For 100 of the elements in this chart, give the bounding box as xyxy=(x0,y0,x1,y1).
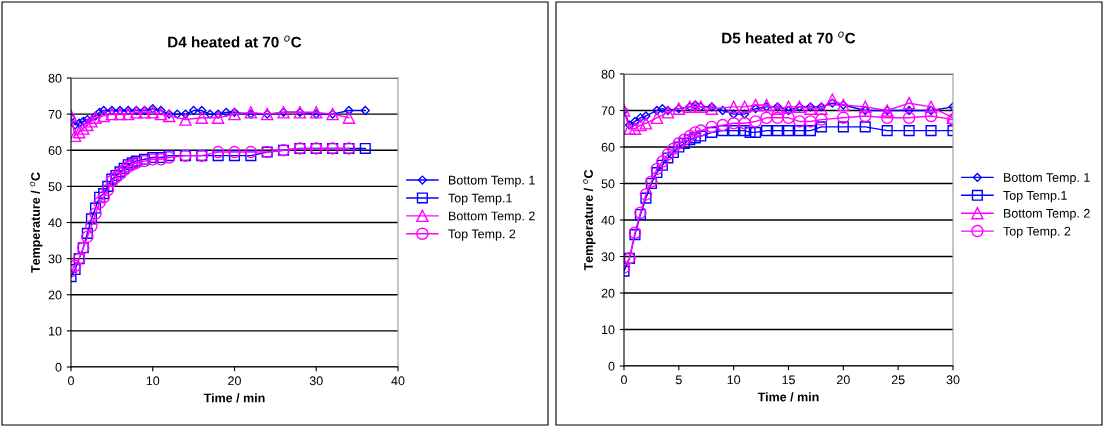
point xyxy=(827,98,837,108)
y-tick-label: 10 xyxy=(49,326,62,336)
point xyxy=(211,111,225,124)
y-tick-label: 50 xyxy=(48,182,62,192)
point xyxy=(739,125,751,137)
point xyxy=(93,196,106,209)
point xyxy=(826,93,839,106)
y-axis-title: Temperature / $^{o}$C xyxy=(583,169,596,271)
point xyxy=(189,105,199,116)
point xyxy=(750,126,762,138)
point xyxy=(657,104,668,114)
point xyxy=(205,109,215,119)
point xyxy=(650,162,664,176)
point xyxy=(154,107,168,121)
legend-label: Bottom Temp. 2 xyxy=(1004,208,1090,221)
x-tick-label: 5 xyxy=(675,375,682,385)
point xyxy=(859,121,871,133)
point xyxy=(690,100,700,110)
point xyxy=(72,125,86,139)
point xyxy=(360,105,370,116)
x-axis-title: Time / min xyxy=(757,392,819,402)
y-tick-label: 20 xyxy=(48,290,62,300)
y-tick-label: 10 xyxy=(602,325,615,335)
y-tick-label: 30 xyxy=(48,254,62,264)
point xyxy=(94,107,105,117)
x-tick-label: 10 xyxy=(146,376,160,386)
point xyxy=(728,125,740,137)
legend-label: Bottom Temp. 1 xyxy=(1004,173,1090,185)
point xyxy=(750,104,761,114)
point xyxy=(172,109,182,119)
point xyxy=(706,126,718,138)
point xyxy=(738,100,751,114)
point xyxy=(85,115,98,128)
point xyxy=(672,137,686,150)
point xyxy=(77,122,90,135)
point xyxy=(926,105,936,116)
point xyxy=(98,188,110,200)
y-tick-label: 40 xyxy=(48,218,62,228)
point xyxy=(673,141,685,153)
point xyxy=(85,213,97,225)
point xyxy=(244,145,258,159)
y-tick-label: 80 xyxy=(48,73,62,83)
point xyxy=(245,150,257,162)
point xyxy=(924,109,938,123)
chart-title: D5 heated at 70 $^{o}$C xyxy=(722,31,856,44)
point xyxy=(880,111,894,125)
point xyxy=(634,118,647,132)
point xyxy=(102,180,114,192)
point xyxy=(156,105,166,116)
point xyxy=(113,107,127,121)
point xyxy=(630,116,640,127)
x-tick-label: 30 xyxy=(946,375,960,385)
point xyxy=(81,230,94,244)
point xyxy=(804,115,817,128)
point xyxy=(107,105,117,116)
x-tick-label: 20 xyxy=(837,375,850,385)
point xyxy=(771,111,784,125)
y-tick-label: 0 xyxy=(608,361,615,371)
point xyxy=(344,105,354,116)
point xyxy=(82,114,92,125)
point xyxy=(180,109,191,119)
point xyxy=(716,118,729,132)
point xyxy=(89,202,102,214)
x-axis-title: Time / min xyxy=(203,393,265,403)
y-tick-label: 70 xyxy=(601,106,615,116)
point xyxy=(89,207,102,220)
point xyxy=(662,152,674,164)
y-tick-label: 60 xyxy=(601,142,615,152)
point xyxy=(859,100,872,114)
point xyxy=(97,190,110,204)
point xyxy=(881,125,893,137)
point xyxy=(652,105,662,116)
point xyxy=(740,109,750,119)
point xyxy=(678,133,691,146)
point xyxy=(656,155,669,168)
point xyxy=(761,125,773,137)
point xyxy=(783,105,794,116)
point xyxy=(902,96,916,110)
point xyxy=(903,125,915,137)
point xyxy=(197,105,207,116)
legend-label: Bottom Temp. 2 xyxy=(449,211,535,223)
y-axis-title: Temperature / $^{o}$C xyxy=(30,172,43,273)
point xyxy=(639,117,653,130)
point xyxy=(228,145,241,159)
point xyxy=(97,109,110,123)
point xyxy=(146,106,160,119)
point xyxy=(71,120,80,130)
point xyxy=(640,192,652,204)
x-tick-label: 10 xyxy=(727,375,741,385)
point xyxy=(213,109,223,119)
point xyxy=(229,107,240,117)
point xyxy=(195,111,209,124)
point xyxy=(342,111,356,124)
x-tick-label: 20 xyxy=(228,376,241,386)
point xyxy=(782,100,795,114)
y-tick-label: 30 xyxy=(601,252,615,262)
point xyxy=(738,117,751,130)
point xyxy=(639,188,653,201)
point xyxy=(635,113,646,123)
point xyxy=(804,125,816,137)
